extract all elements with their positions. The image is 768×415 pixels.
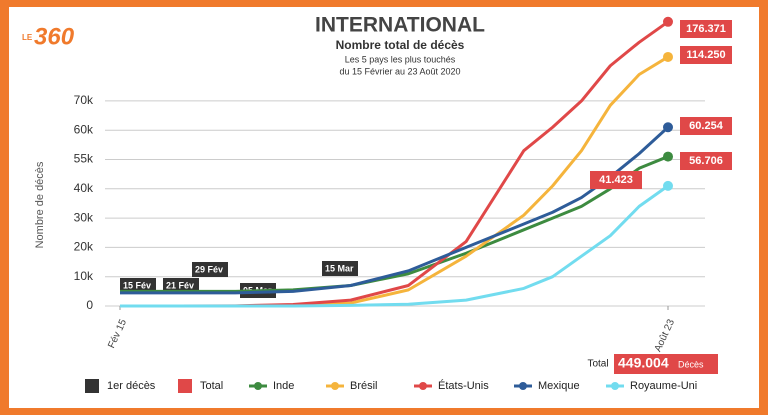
legend-label: Total: [200, 380, 223, 392]
legend-swatch: [419, 382, 427, 390]
subtitle: du 15 Février au 23 Août 2020: [339, 66, 460, 76]
y-tick-label: 0: [86, 298, 93, 312]
legend-swatch: [178, 379, 192, 393]
legend-label: 1er décès: [107, 380, 156, 392]
legend-swatch: [331, 382, 339, 390]
first-death-label: 21 Fév: [166, 280, 194, 290]
end-label: 41.423: [599, 174, 633, 186]
y-tick-label: 60k: [74, 122, 94, 136]
chart-title: INTERNATIONAL: [315, 14, 485, 37]
y-tick-label: 10k: [74, 269, 94, 283]
legend-swatch: [254, 382, 262, 390]
legend-swatch: [85, 379, 99, 393]
end-point: [663, 16, 673, 27]
subtitle: Nombre total de décès: [336, 38, 465, 52]
legend-label: Royaume-Uni: [630, 380, 697, 392]
end-label: 60.254: [689, 120, 724, 132]
y-tick-label: 70k: [74, 93, 94, 107]
y-tick-label: 20k: [74, 240, 94, 254]
end-point: [663, 151, 673, 162]
total-box: [614, 354, 718, 374]
end-point: [663, 122, 673, 133]
total-prefix: Total: [587, 359, 608, 370]
first-death-flag: [192, 262, 228, 277]
logo-big: 360: [34, 23, 75, 50]
first-death-flag: [120, 278, 156, 293]
subtitle: Les 5 pays les plus touchés: [345, 54, 456, 64]
series-line: [120, 184, 669, 308]
end-label-box: [590, 171, 642, 189]
y-axis-label: Nombre de décès: [34, 161, 46, 248]
first-death-flag: [322, 261, 358, 276]
y-tick-label: 55k: [74, 152, 94, 166]
end-point: [663, 51, 673, 62]
end-label: 56.706: [689, 155, 723, 167]
logo-small: LE: [22, 33, 33, 42]
first-death-label: 15 Fév: [123, 280, 151, 290]
total-value: 449.004: [618, 355, 669, 371]
y-tick-label: 30k: [74, 210, 94, 224]
legend-label: Mexique: [538, 380, 580, 392]
legend-swatch: [519, 382, 527, 390]
first-death-label: 29 Fév: [195, 264, 223, 274]
y-tick-label: 40k: [74, 181, 94, 195]
legend-swatch: [611, 382, 619, 390]
end-point: [663, 180, 673, 191]
total-unit: Décès: [678, 359, 704, 369]
end-label-box: [680, 117, 732, 135]
end-label: 114.250: [686, 49, 725, 61]
end-label-box: [680, 152, 732, 170]
panel: [9, 7, 759, 408]
legend-label: États-Unis: [438, 379, 489, 392]
legend-label: Brésil: [350, 380, 378, 392]
first-death-flag: [163, 278, 199, 293]
end-label-box: [680, 20, 732, 38]
legend-label: Inde: [273, 380, 294, 392]
first-death-label: 15 Mar: [325, 263, 354, 273]
end-label-box: [680, 46, 732, 64]
end-label: 176.371: [686, 23, 726, 35]
